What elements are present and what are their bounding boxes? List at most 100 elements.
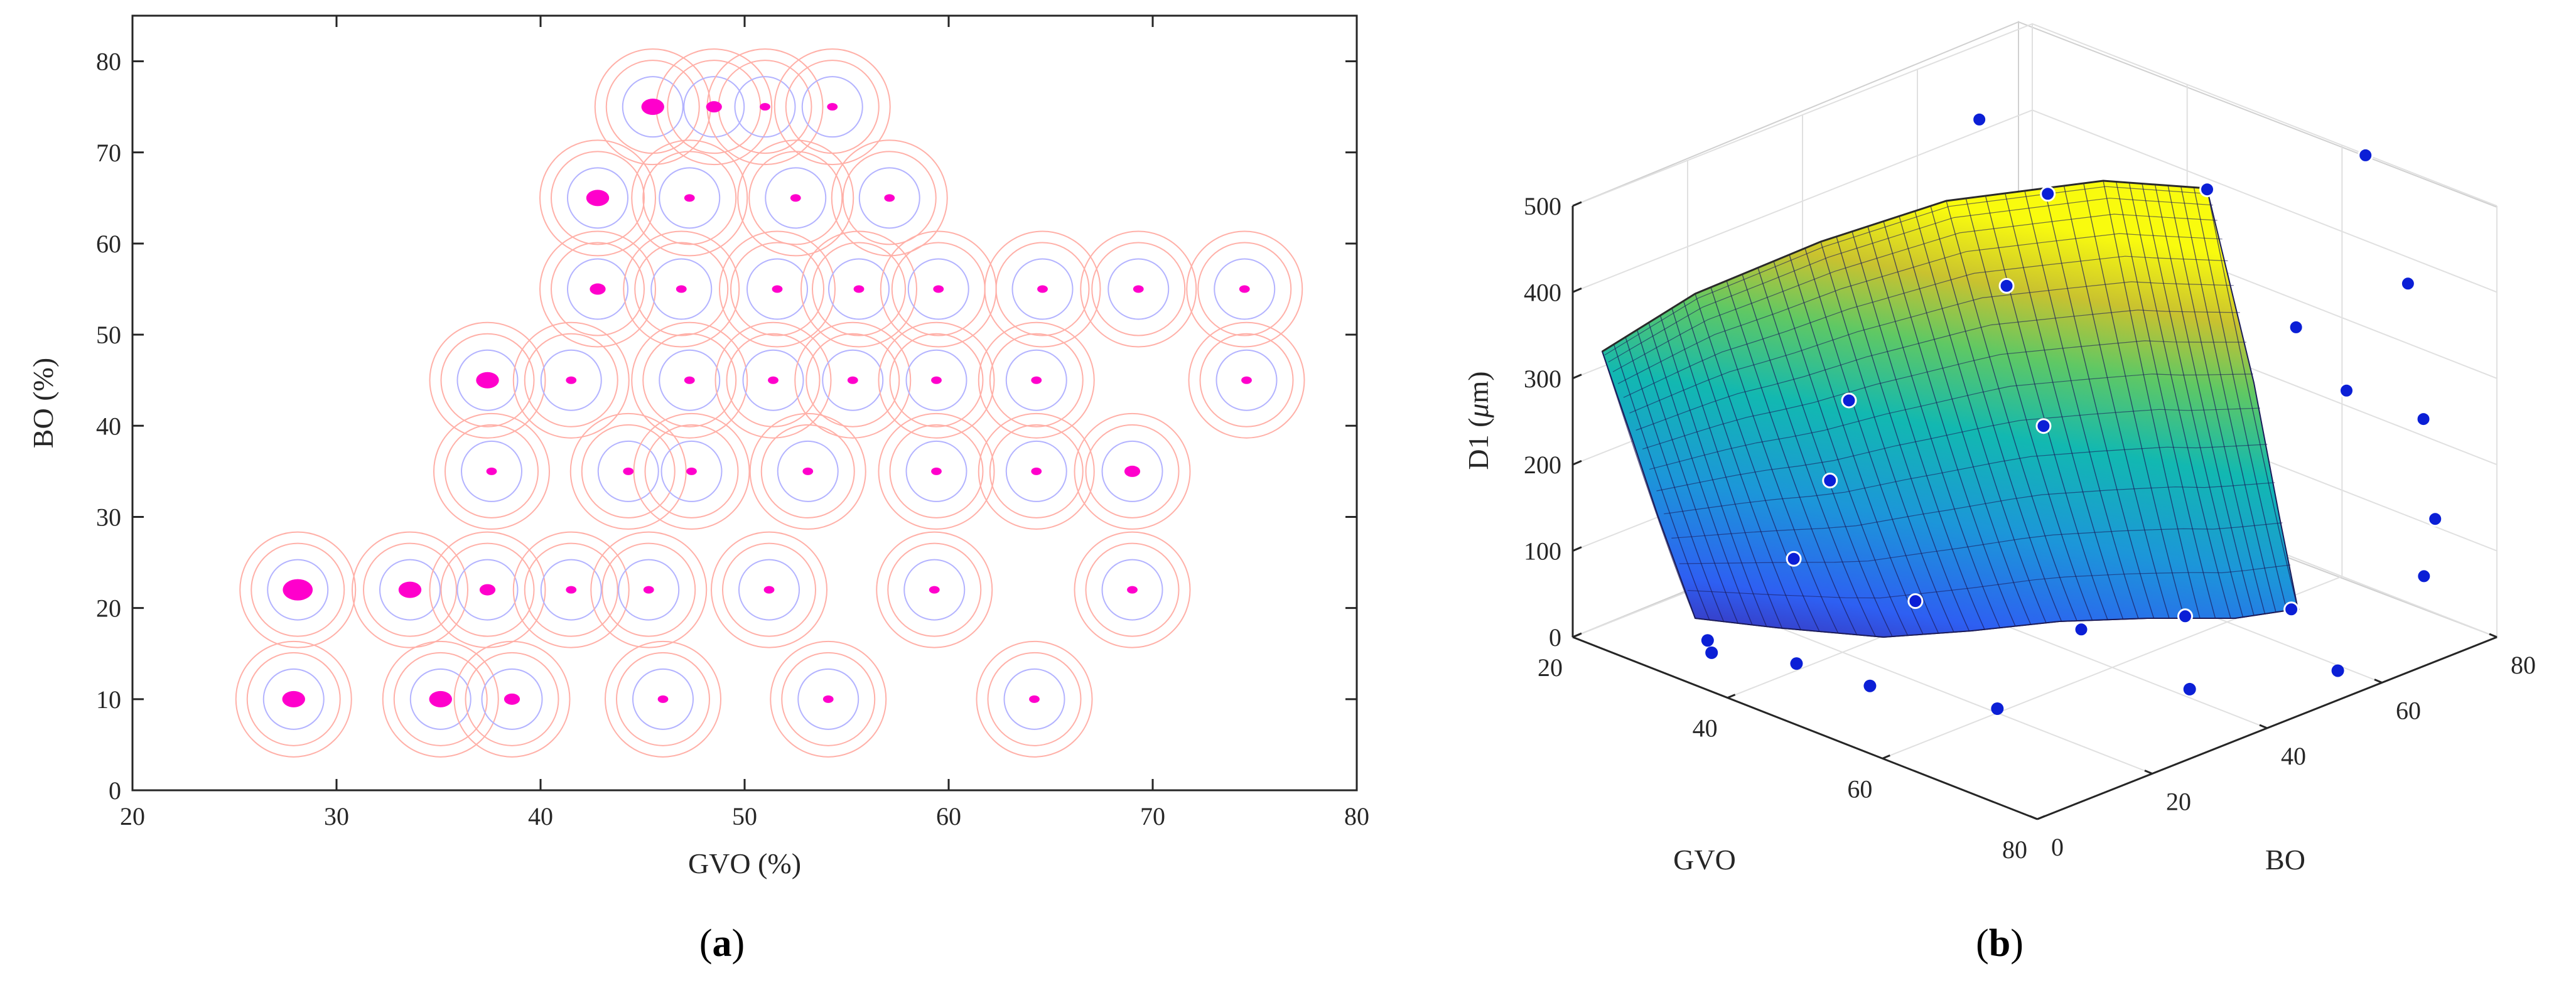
inner-ring-a	[409, 668, 472, 730]
mesh-contour	[1671, 482, 2275, 539]
z-tick-mark	[1572, 287, 1582, 293]
mesh-contour	[1604, 186, 2209, 356]
data-point-a	[504, 693, 520, 705]
middle-ring-a	[887, 542, 982, 637]
data-point-a	[476, 372, 499, 389]
middle-ring-a	[812, 242, 906, 336]
gvo-tick-label: 20	[1538, 653, 1563, 682]
data-point-a	[827, 103, 838, 111]
middle-ring-a	[524, 333, 618, 427]
outer-ring-a	[831, 139, 948, 257]
mesh-contour	[1617, 233, 2223, 384]
outer-ring-a	[631, 139, 748, 257]
outer-ring-a	[239, 531, 357, 648]
gvo-axis-line	[1572, 636, 2038, 820]
y-tick-label-a: 50	[96, 321, 121, 349]
mesh-contour	[1612, 213, 2218, 372]
inner-ring-a	[742, 349, 804, 411]
middle-ring-a	[1091, 242, 1186, 336]
middle-ring-a	[722, 542, 816, 637]
data-point-b	[2416, 568, 2432, 584]
y-tick-label-a: 10	[96, 685, 121, 714]
data-point-a	[479, 584, 496, 596]
middle-ring-a	[889, 424, 984, 518]
bo-tick-mark	[2259, 724, 2268, 729]
ring-layer-a	[235, 48, 1305, 758]
middle-ring-a	[644, 424, 739, 518]
x-axis-label-a: GVO (%)	[688, 847, 801, 879]
data-point-a	[802, 467, 814, 475]
z-tick-mark	[1572, 546, 1582, 552]
data-point-a	[822, 695, 834, 703]
y-tick-label-a: 40	[96, 412, 121, 440]
outer-ring-a	[794, 321, 912, 439]
outer-ring-a	[978, 321, 1095, 439]
outer-ring-a	[878, 321, 995, 439]
middle-ring-a	[251, 542, 345, 637]
y-tick-label-a: 30	[96, 503, 121, 531]
mesh-line	[1602, 351, 1696, 619]
outer-ring-a	[569, 412, 687, 530]
caption-b-close: )	[2010, 922, 2024, 965]
z-tick-label: 200	[1524, 451, 1561, 479]
inner-ring-a	[822, 349, 884, 411]
point-layer-b	[1701, 111, 2444, 715]
data-point-b	[2339, 382, 2354, 399]
data-point-a	[623, 467, 634, 475]
inner-ring-a	[1101, 440, 1163, 502]
mesh-line	[1742, 274, 1876, 637]
outer-ring-a	[631, 321, 748, 439]
inner-ring-a	[1005, 349, 1067, 411]
inner-ring-a	[659, 349, 721, 411]
mesh-line	[1851, 231, 1985, 630]
gvo-tick-label: 60	[1847, 775, 1872, 803]
z-axis-label-unit: m)	[1462, 371, 1494, 403]
data-point-b	[2358, 147, 2374, 163]
mesh-line	[1820, 241, 1954, 633]
outer-ring-a	[433, 412, 550, 530]
y-tick-label-a: 80	[96, 48, 121, 76]
middle-ring-a	[1085, 424, 1180, 518]
middle-ring-a	[806, 333, 900, 427]
data-point-a	[1241, 376, 1252, 384]
gvo-tick-mark	[1882, 754, 1890, 760]
mesh-contour	[1656, 407, 2260, 491]
mesh-line	[1899, 216, 2032, 625]
data-point-b	[2035, 418, 2052, 434]
mesh-line	[1867, 226, 2001, 628]
gvo-tick-label: 40	[1693, 714, 1718, 743]
z-tick-label: 500	[1524, 192, 1561, 220]
data-point-b	[2283, 601, 2300, 618]
data-point-a	[1239, 285, 1250, 293]
outer-ring-a	[605, 640, 721, 758]
surface-ridge	[1602, 180, 2207, 353]
outer-ring-a	[984, 230, 1101, 348]
mesh-contour	[1664, 444, 2268, 515]
data-point-a	[772, 285, 783, 293]
outer-ring-a	[1074, 531, 1191, 648]
bo-tick-label: 80	[2511, 651, 2536, 679]
inner-ring-a	[632, 668, 694, 730]
data-point-a	[931, 467, 942, 475]
inner-ring-a	[905, 349, 967, 411]
z-tick-label: 100	[1524, 537, 1561, 566]
inner-ring-a	[828, 258, 890, 320]
y-tick-label-a: 0	[109, 776, 121, 805]
y-tick-label-a: 70	[96, 139, 121, 167]
middle-ring-a	[760, 424, 855, 518]
inner-ring-a	[1214, 258, 1276, 320]
middle-ring-a	[465, 652, 559, 746]
mesh-line	[1757, 267, 1893, 637]
data-point-a	[706, 101, 722, 113]
outer-ring-a	[878, 412, 995, 530]
mesh-contour	[1642, 340, 2246, 449]
x-tick-label-a: 60	[936, 802, 961, 830]
outer-ring-a	[800, 230, 917, 348]
outer-ring-a	[539, 139, 656, 257]
z-axis-label: D1 (μm)	[1462, 371, 1494, 470]
y-axis-label-b: BO	[2265, 844, 2305, 876]
mesh-line	[1726, 281, 1858, 635]
data-point-b	[2427, 511, 2444, 527]
